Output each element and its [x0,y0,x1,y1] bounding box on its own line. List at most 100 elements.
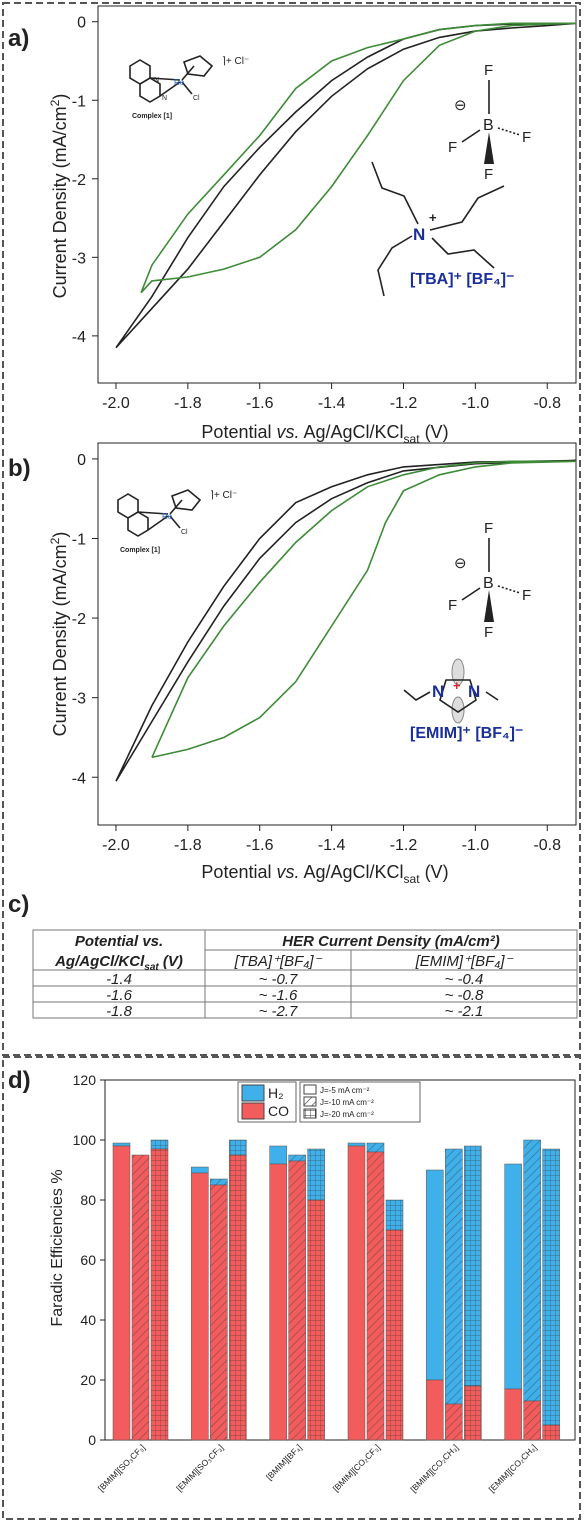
complex-1-charge-b: ⌉+ Cl⁻ [210,490,237,501]
table-cell: -1.4 [106,971,132,988]
panel-c-letter: c) [8,891,29,918]
bf4-structure-a: F B ⊖ F F F [448,62,531,183]
legend-j20-label: J=-20 mA cm⁻² [320,1110,374,1119]
h2-bar [504,1163,522,1390]
bar-pattern-overlay [445,1149,463,1440]
category-label: [BMIM][BF₄] [264,1442,304,1482]
x-tick-label: -1.2 [390,837,418,854]
bf4-structure-b: F B ⊖ F F F [448,520,531,641]
tba-structure: N + [TBA]⁺ [BF₄]⁻ [371,161,514,297]
complex-1-structure-b: Re Cl ⌉+ Cl⁻ Complex [1] [117,489,237,554]
bar-y-tick-label: 20 [80,1372,96,1388]
bf4-charge-a: ⊖ [454,97,467,114]
x-tick-label: -1.4 [318,837,346,854]
bar-pattern-overlay [307,1149,325,1440]
n-atom-label-a2: N [162,95,167,102]
bf4-charge-b: ⊖ [454,555,467,572]
category-label: [BMIM][SO₃CF₃] [96,1442,147,1493]
x-tick-label: -0.8 [533,395,561,412]
emim-structure: N N + [EMIM]⁺ [BF₄]⁻ [403,658,523,742]
bar-y-tick-label: 120 [73,1072,97,1088]
re-atom-label-a: Re [174,78,185,87]
legend-j20-swatch [303,1108,317,1119]
y-tick-label: -2 [72,172,86,189]
legend-j5-label: J=-5 mA cm⁻² [320,1086,370,1095]
panel-a-y-axis-label: Current Density (mA/cm2) [48,94,70,299]
panel-a-letter: a) [8,25,29,52]
complex-1-structure: Re Cl N N ⌉+ Cl⁻ Complex [1] [129,55,249,120]
panel-c: c) Potential vs. Ag/AgCl/KClsat (V) HER … [8,891,578,1020]
y-tick-label: 0 [77,15,86,32]
bf4-f-left-a: F [448,139,457,156]
bar-pattern-overlay [288,1155,306,1440]
emim-salt-label: [EMIM]⁺ [BF₄]⁻ [410,725,523,742]
her-table: Potential vs. Ag/AgCl/KClsat (V) HER Cur… [32,929,578,1020]
table-cell: ~ -0.4 [445,971,484,988]
h2-bar [191,1166,209,1174]
y-tick-label: -2 [72,611,86,628]
table-header-her: HER Current Density (mA/cm²) [282,933,500,950]
panel-d-legend: H₂ CO J=-5 mA cm⁻² J=-10 mA cm⁻² J=-20 m… [237,1081,421,1123]
bf4-f-right-a: F [522,129,531,146]
panel-a: a) -2.0 -1.8 -1.6 -1.4 -1.2 -1.0 -0.8 0 -1 -2 -3 -… [8,5,577,446]
panel-b-plot-frame [97,442,577,826]
bar-pattern-overlay [210,1179,228,1440]
bf4-f-top-b: F [484,520,493,537]
y-tick-label: -1 [72,532,86,549]
legend-j5-swatch [303,1084,317,1095]
panel-a-x-axis-label: Potential vs. Ag/AgCl/KClsat (V) [201,422,448,446]
x-tick-label: -1.0 [462,395,490,412]
category-label: [BMIM][CO₂CF₃] [331,1442,382,1493]
x-tick-label: -1.2 [390,395,418,412]
x-tick-label: -2.0 [102,837,130,854]
bar-pattern-overlay [523,1140,541,1440]
x-tick-label: -1.6 [246,395,274,412]
y-tick-label: -4 [72,770,86,787]
emim-n-left: N [432,682,444,701]
h2-bar [269,1145,287,1165]
panel-a-plot-frame [97,5,577,384]
cl-atom-label-b: Cl [181,529,188,536]
re-atom-label-b: Re [162,512,173,521]
panel-b-letter: b) [8,455,31,482]
panel-a-x-ticks: -2.0 -1.8 -1.6 -1.4 -1.2 -1.0 -0.8 [102,383,561,412]
x-tick-label: -1.8 [174,395,202,412]
cl-atom-label-a: Cl [193,95,200,102]
y-tick-label: -1 [72,93,86,110]
bf4-f-left-b: F [448,597,457,614]
table-cell: -1.6 [106,987,133,1004]
category-label: [BMIM][CO₂CH₃] [408,1442,460,1494]
legend-j10-label: J=-10 mA cm⁻² [320,1098,374,1107]
panel-b-x-axis-label: Potential vs. Ag/AgCl/KClsat (V) [201,862,448,886]
n-atom-label-a1: N [154,77,159,84]
bar-y-tick-label: 100 [73,1132,97,1148]
cv-curve-black [115,22,577,349]
complex-1-charge-a: ⌉+ Cl⁻ [222,56,249,67]
y-tick-label: -3 [72,691,86,708]
y-tick-label: -3 [72,250,86,267]
cv-curve-green [140,22,577,294]
emim-plus: + [453,678,461,693]
co-bar [347,1145,366,1441]
panel-d-frame [2,1056,581,1520]
panel-b-curves [115,459,577,782]
x-tick-label: -2.0 [102,395,130,412]
bar-pattern-overlay [464,1146,482,1440]
category-label: [EMIM][SO₃CF₃] [174,1442,225,1493]
y-tick-label: -4 [72,329,86,346]
tba-n-atom: N [413,225,425,244]
x-tick-label: -1.6 [246,837,274,854]
panel-b-y-axis-label: Current Density (mA/cm2) [48,532,70,737]
panel-b: b) -2.0 -1.8 -1.6 -1.4 -1.2 -1.0 -0.8 0 -1 -2 -3 -… [8,442,577,886]
co-bar [426,1379,444,1441]
table-col-emim: [EMIM]⁺[BF₄]⁻ [415,953,514,970]
tba-plus: + [429,210,437,225]
emim-n-right: N [468,682,480,701]
bar-pattern-overlay [367,1143,384,1440]
legend-co-swatch [241,1102,265,1120]
y-tick-label: 0 [77,452,86,469]
legend-h2-label: H₂ [268,1085,284,1101]
h2-bar [426,1169,444,1381]
panel-a-y-ticks: 0 -1 -2 -3 -4 [72,15,98,346]
